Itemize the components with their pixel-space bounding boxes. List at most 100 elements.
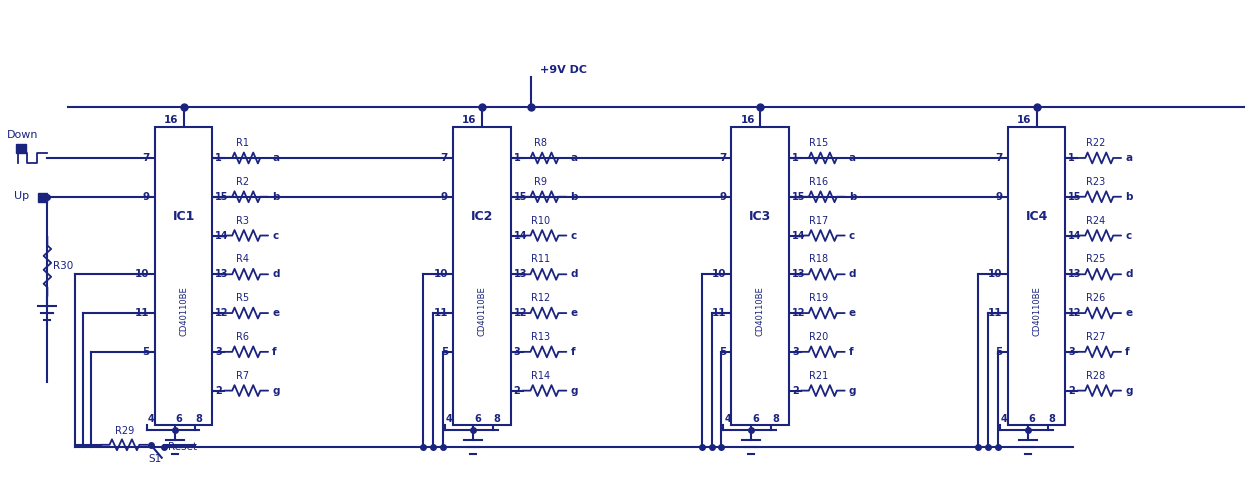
Bar <box>453 127 511 425</box>
Text: 4: 4 <box>1000 414 1008 424</box>
Text: IC4: IC4 <box>1025 210 1048 223</box>
Text: Down: Down <box>6 130 39 140</box>
Text: 5: 5 <box>441 347 448 357</box>
Text: 14: 14 <box>793 230 805 240</box>
Text: e: e <box>1126 308 1132 318</box>
Text: 9: 9 <box>995 192 1003 202</box>
Text: f: f <box>272 347 277 357</box>
Text: 3: 3 <box>215 347 222 357</box>
Text: S1: S1 <box>148 454 162 464</box>
Bar <box>731 127 789 425</box>
Text: 11: 11 <box>135 308 150 318</box>
Text: 4: 4 <box>725 414 731 424</box>
Text: 12: 12 <box>215 308 229 318</box>
Text: R7: R7 <box>235 370 249 380</box>
Text: 4: 4 <box>446 414 453 424</box>
Text: 5: 5 <box>995 347 1003 357</box>
Text: R13: R13 <box>531 332 550 342</box>
Text: 2: 2 <box>1068 386 1075 396</box>
Text: R12: R12 <box>531 293 550 303</box>
Text: a: a <box>272 153 279 163</box>
Text: b: b <box>1126 192 1133 202</box>
Text: Reset: Reset <box>168 442 197 452</box>
Text: 11: 11 <box>712 308 726 318</box>
Text: 14: 14 <box>513 230 527 240</box>
Text: R28: R28 <box>1085 370 1104 380</box>
Text: 10: 10 <box>433 269 448 279</box>
Text: 13: 13 <box>513 269 527 279</box>
Text: b: b <box>272 192 279 202</box>
Text: g: g <box>272 386 279 396</box>
Text: 3: 3 <box>513 347 521 357</box>
Text: 15: 15 <box>513 192 527 202</box>
Text: IC3: IC3 <box>749 210 771 223</box>
Text: 13: 13 <box>215 269 229 279</box>
Text: 12: 12 <box>513 308 527 318</box>
Bar <box>15 144 25 153</box>
Text: 9: 9 <box>143 192 150 202</box>
Text: R22: R22 <box>1085 138 1106 148</box>
Text: 9: 9 <box>720 192 726 202</box>
Text: R2: R2 <box>235 177 249 187</box>
Text: R8: R8 <box>535 138 547 148</box>
Text: g: g <box>571 386 578 396</box>
Text: R20: R20 <box>809 332 829 342</box>
Text: 10: 10 <box>712 269 726 279</box>
Text: CD40110BE: CD40110BE <box>179 287 188 337</box>
Text: R1: R1 <box>235 138 249 148</box>
Text: R19: R19 <box>809 293 829 303</box>
Text: 10: 10 <box>135 269 150 279</box>
Text: b: b <box>849 192 856 202</box>
Text: R3: R3 <box>235 216 249 226</box>
Text: b: b <box>571 192 578 202</box>
Text: 1: 1 <box>513 153 521 163</box>
Text: a: a <box>849 153 856 163</box>
Text: 1: 1 <box>793 153 799 163</box>
Text: c: c <box>849 230 855 240</box>
Text: R5: R5 <box>235 293 249 303</box>
Text: 2: 2 <box>513 386 521 396</box>
Text: d: d <box>849 269 856 279</box>
Text: g: g <box>1126 386 1133 396</box>
Text: 7: 7 <box>719 153 726 163</box>
Text: 15: 15 <box>793 192 805 202</box>
Text: d: d <box>571 269 578 279</box>
Text: R27: R27 <box>1085 332 1106 342</box>
Text: 16: 16 <box>164 115 178 125</box>
Text: R10: R10 <box>531 216 550 226</box>
Text: R29: R29 <box>115 426 134 436</box>
Text: 6: 6 <box>1029 414 1035 424</box>
Text: f: f <box>571 347 575 357</box>
Text: 6: 6 <box>752 414 759 424</box>
Text: a: a <box>571 153 577 163</box>
Text: 1: 1 <box>1068 153 1075 163</box>
Text: d: d <box>272 269 279 279</box>
Text: 4: 4 <box>148 414 154 424</box>
Text: 14: 14 <box>215 230 229 240</box>
Text: 16: 16 <box>740 115 755 125</box>
Text: f: f <box>1126 347 1129 357</box>
Text: 12: 12 <box>1068 308 1082 318</box>
Text: 2: 2 <box>793 386 799 396</box>
Text: CD40110BE: CD40110BE <box>756 287 765 337</box>
Text: 12: 12 <box>793 308 805 318</box>
Text: 8: 8 <box>195 414 203 424</box>
Text: e: e <box>849 308 856 318</box>
Text: c: c <box>571 230 577 240</box>
Text: R4: R4 <box>235 254 249 264</box>
Text: 5: 5 <box>143 347 150 357</box>
Text: 1: 1 <box>215 153 222 163</box>
Text: 15: 15 <box>215 192 229 202</box>
Text: 7: 7 <box>995 153 1003 163</box>
Text: 16: 16 <box>462 115 477 125</box>
Text: 13: 13 <box>793 269 805 279</box>
Text: R24: R24 <box>1085 216 1104 226</box>
Text: g: g <box>849 386 856 396</box>
Text: 8: 8 <box>1048 414 1055 424</box>
Text: IC2: IC2 <box>471 210 493 223</box>
Text: R9: R9 <box>535 177 547 187</box>
Text: 2: 2 <box>215 386 222 396</box>
Text: R14: R14 <box>531 370 550 380</box>
Text: 3: 3 <box>1068 347 1075 357</box>
Text: 7: 7 <box>143 153 150 163</box>
